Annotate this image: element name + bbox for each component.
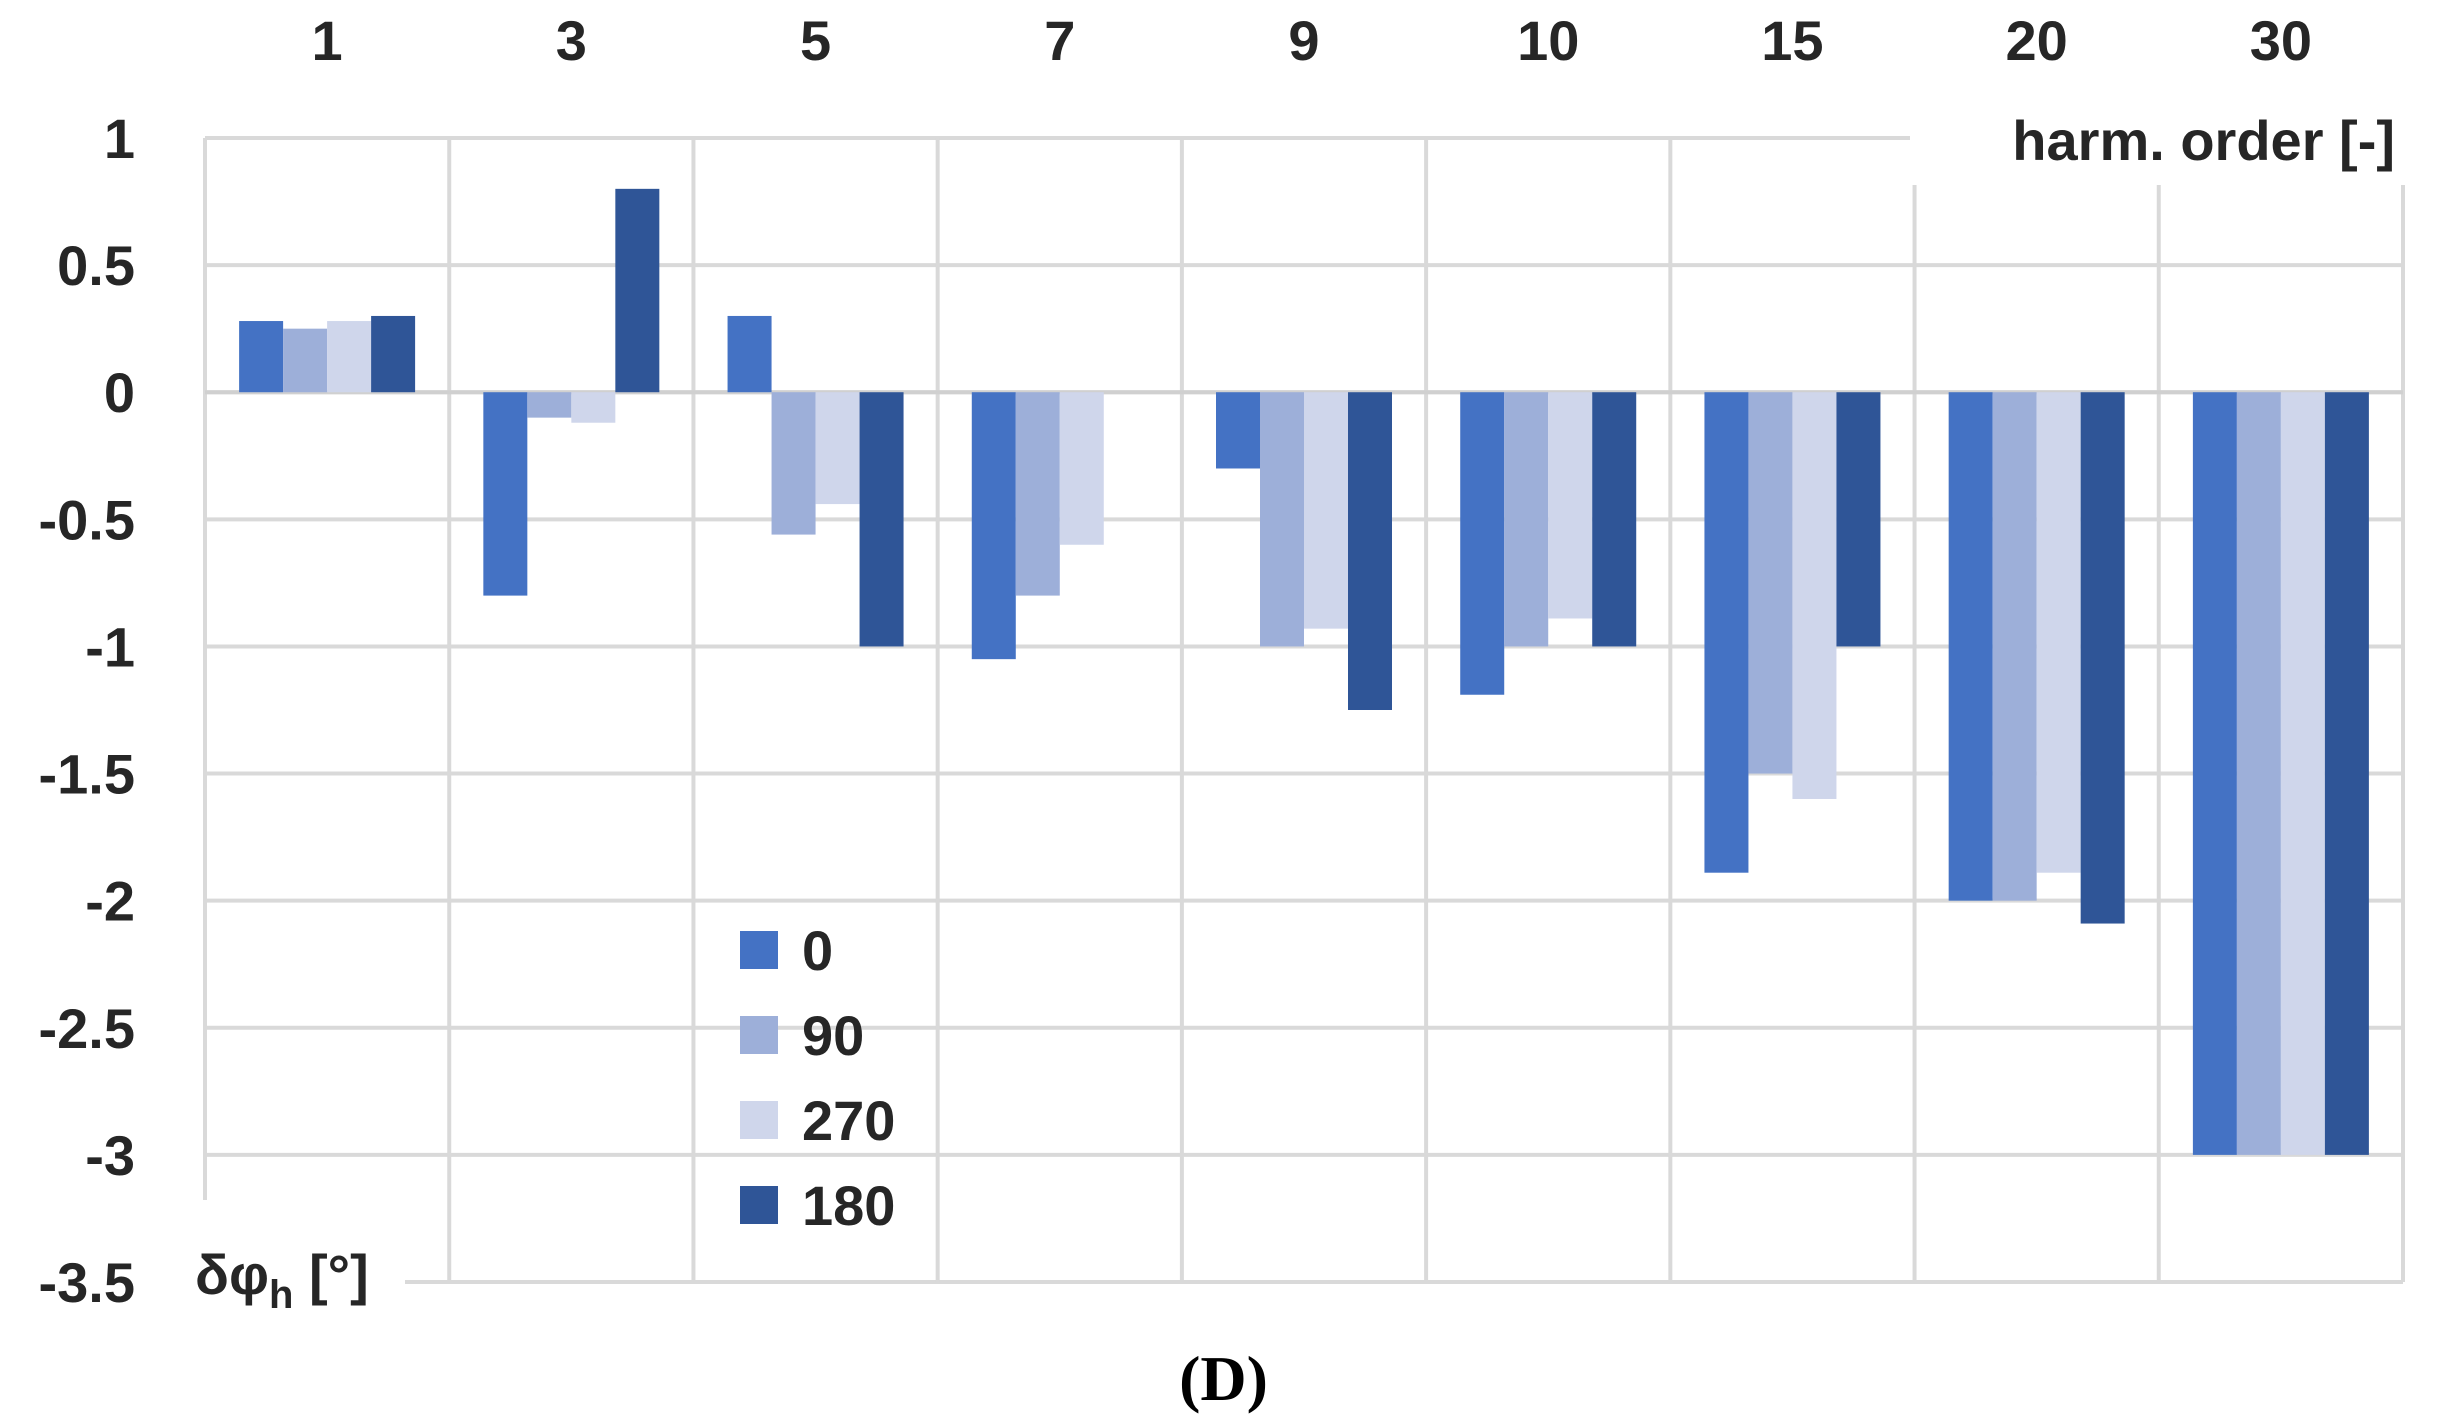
bar-90-order-7 xyxy=(1015,392,1060,596)
y-axis-title-symbol: δφ xyxy=(195,1243,269,1306)
y-axis-title-subscript: h xyxy=(269,1273,293,1317)
bar-0-order-1 xyxy=(239,321,284,393)
y-tick-label: -2.5 xyxy=(39,997,136,1060)
y-axis-title: δφh [°] xyxy=(195,1243,369,1317)
x-tick-label: 5 xyxy=(800,9,831,72)
bar-180-order-15 xyxy=(1836,392,1881,647)
bar-270-order-20 xyxy=(2036,392,2081,873)
legend-label-0: 0 xyxy=(802,919,833,982)
bar-90-order-15 xyxy=(1748,392,1793,774)
bar-0-order-5 xyxy=(727,315,772,393)
x-tick-label: 20 xyxy=(2006,9,2068,72)
y-axis-title-unit: [°] xyxy=(293,1243,368,1306)
x-axis-title: harm. order [-] xyxy=(2012,109,2395,172)
bar-180-order-10 xyxy=(1592,392,1637,647)
x-tick-label: 15 xyxy=(1761,9,1823,72)
bar-0-order-15 xyxy=(1704,392,1749,873)
legend-swatch-0 xyxy=(740,931,778,969)
legend-label-180: 180 xyxy=(802,1174,895,1237)
legend-swatch-270 xyxy=(740,1101,778,1139)
x-tick-label: 9 xyxy=(1288,9,1319,72)
legend-swatch-90 xyxy=(740,1016,778,1054)
y-tick-label: 0.5 xyxy=(57,234,135,297)
bar-270-order-7 xyxy=(1059,392,1104,545)
y-tick-label: -1 xyxy=(85,615,135,678)
legend-swatch-180 xyxy=(740,1186,778,1224)
bar-270-order-30 xyxy=(2280,392,2325,1155)
panel-label: (D) xyxy=(1179,1343,1268,1414)
bar-180-order-1 xyxy=(371,315,416,393)
bar-270-order-5 xyxy=(815,392,860,505)
bar-180-order-5 xyxy=(859,392,904,647)
legend: 0 90 270 180 xyxy=(740,919,895,1237)
bar-90-order-10 xyxy=(1504,392,1549,647)
bar-90-order-20 xyxy=(1992,392,2037,901)
bar-0-order-9 xyxy=(1216,392,1260,469)
bar-0-order-20 xyxy=(1948,392,1993,901)
bar-0-order-3 xyxy=(483,392,528,596)
y-tick-label: -3.5 xyxy=(39,1251,136,1314)
y-tick-label: 0 xyxy=(104,361,135,424)
bar-90-order-5 xyxy=(771,392,816,535)
x-tick-label: 30 xyxy=(2250,9,2312,72)
y-axis-title-background xyxy=(195,1200,405,1310)
bar-0-order-30 xyxy=(2192,392,2237,1155)
legend-label-270: 270 xyxy=(802,1089,895,1152)
bar-90-order-3 xyxy=(527,392,572,418)
y-tick-label: -3 xyxy=(85,1124,135,1187)
bar-180-order-9 xyxy=(1348,392,1392,710)
y-tick-label: 1 xyxy=(104,107,135,170)
bar-270-order-10 xyxy=(1548,392,1593,619)
x-tick-label: 7 xyxy=(1044,9,1075,72)
legend-label-90: 90 xyxy=(802,1004,864,1067)
bar-270-order-1 xyxy=(327,321,372,393)
x-tick-label: 3 xyxy=(556,9,587,72)
x-tick-label: 10 xyxy=(1517,9,1579,72)
bar-90-order-9 xyxy=(1260,392,1304,647)
y-tick-label: -0.5 xyxy=(39,488,136,551)
x-tick-label: 1 xyxy=(312,9,343,72)
x-tick-labels: 1 3 5 7 9 10 15 20 30 xyxy=(312,9,2313,72)
bar-180-order-20 xyxy=(2080,392,2125,924)
y-tick-label: -2 xyxy=(85,870,135,933)
bar-90-order-1 xyxy=(283,328,328,393)
y-tick-labels: 1 0.5 0 -0.5 -1 -1.5 -2 -2.5 -3 -3.5 xyxy=(39,107,136,1314)
bar-0-order-7 xyxy=(971,392,1016,660)
bar-0-order-10 xyxy=(1460,392,1505,695)
bar-270-order-3 xyxy=(571,392,616,423)
bar-180-order-3 xyxy=(615,188,660,393)
y-tick-label: -1.5 xyxy=(39,743,136,806)
bar-270-order-15 xyxy=(1792,392,1837,799)
x-axis-title-background xyxy=(1910,105,2410,185)
bar-180-order-30 xyxy=(2324,392,2369,1155)
bars xyxy=(239,188,2369,1155)
bar-90-order-30 xyxy=(2236,392,2281,1155)
bar-270-order-9 xyxy=(1304,392,1348,629)
